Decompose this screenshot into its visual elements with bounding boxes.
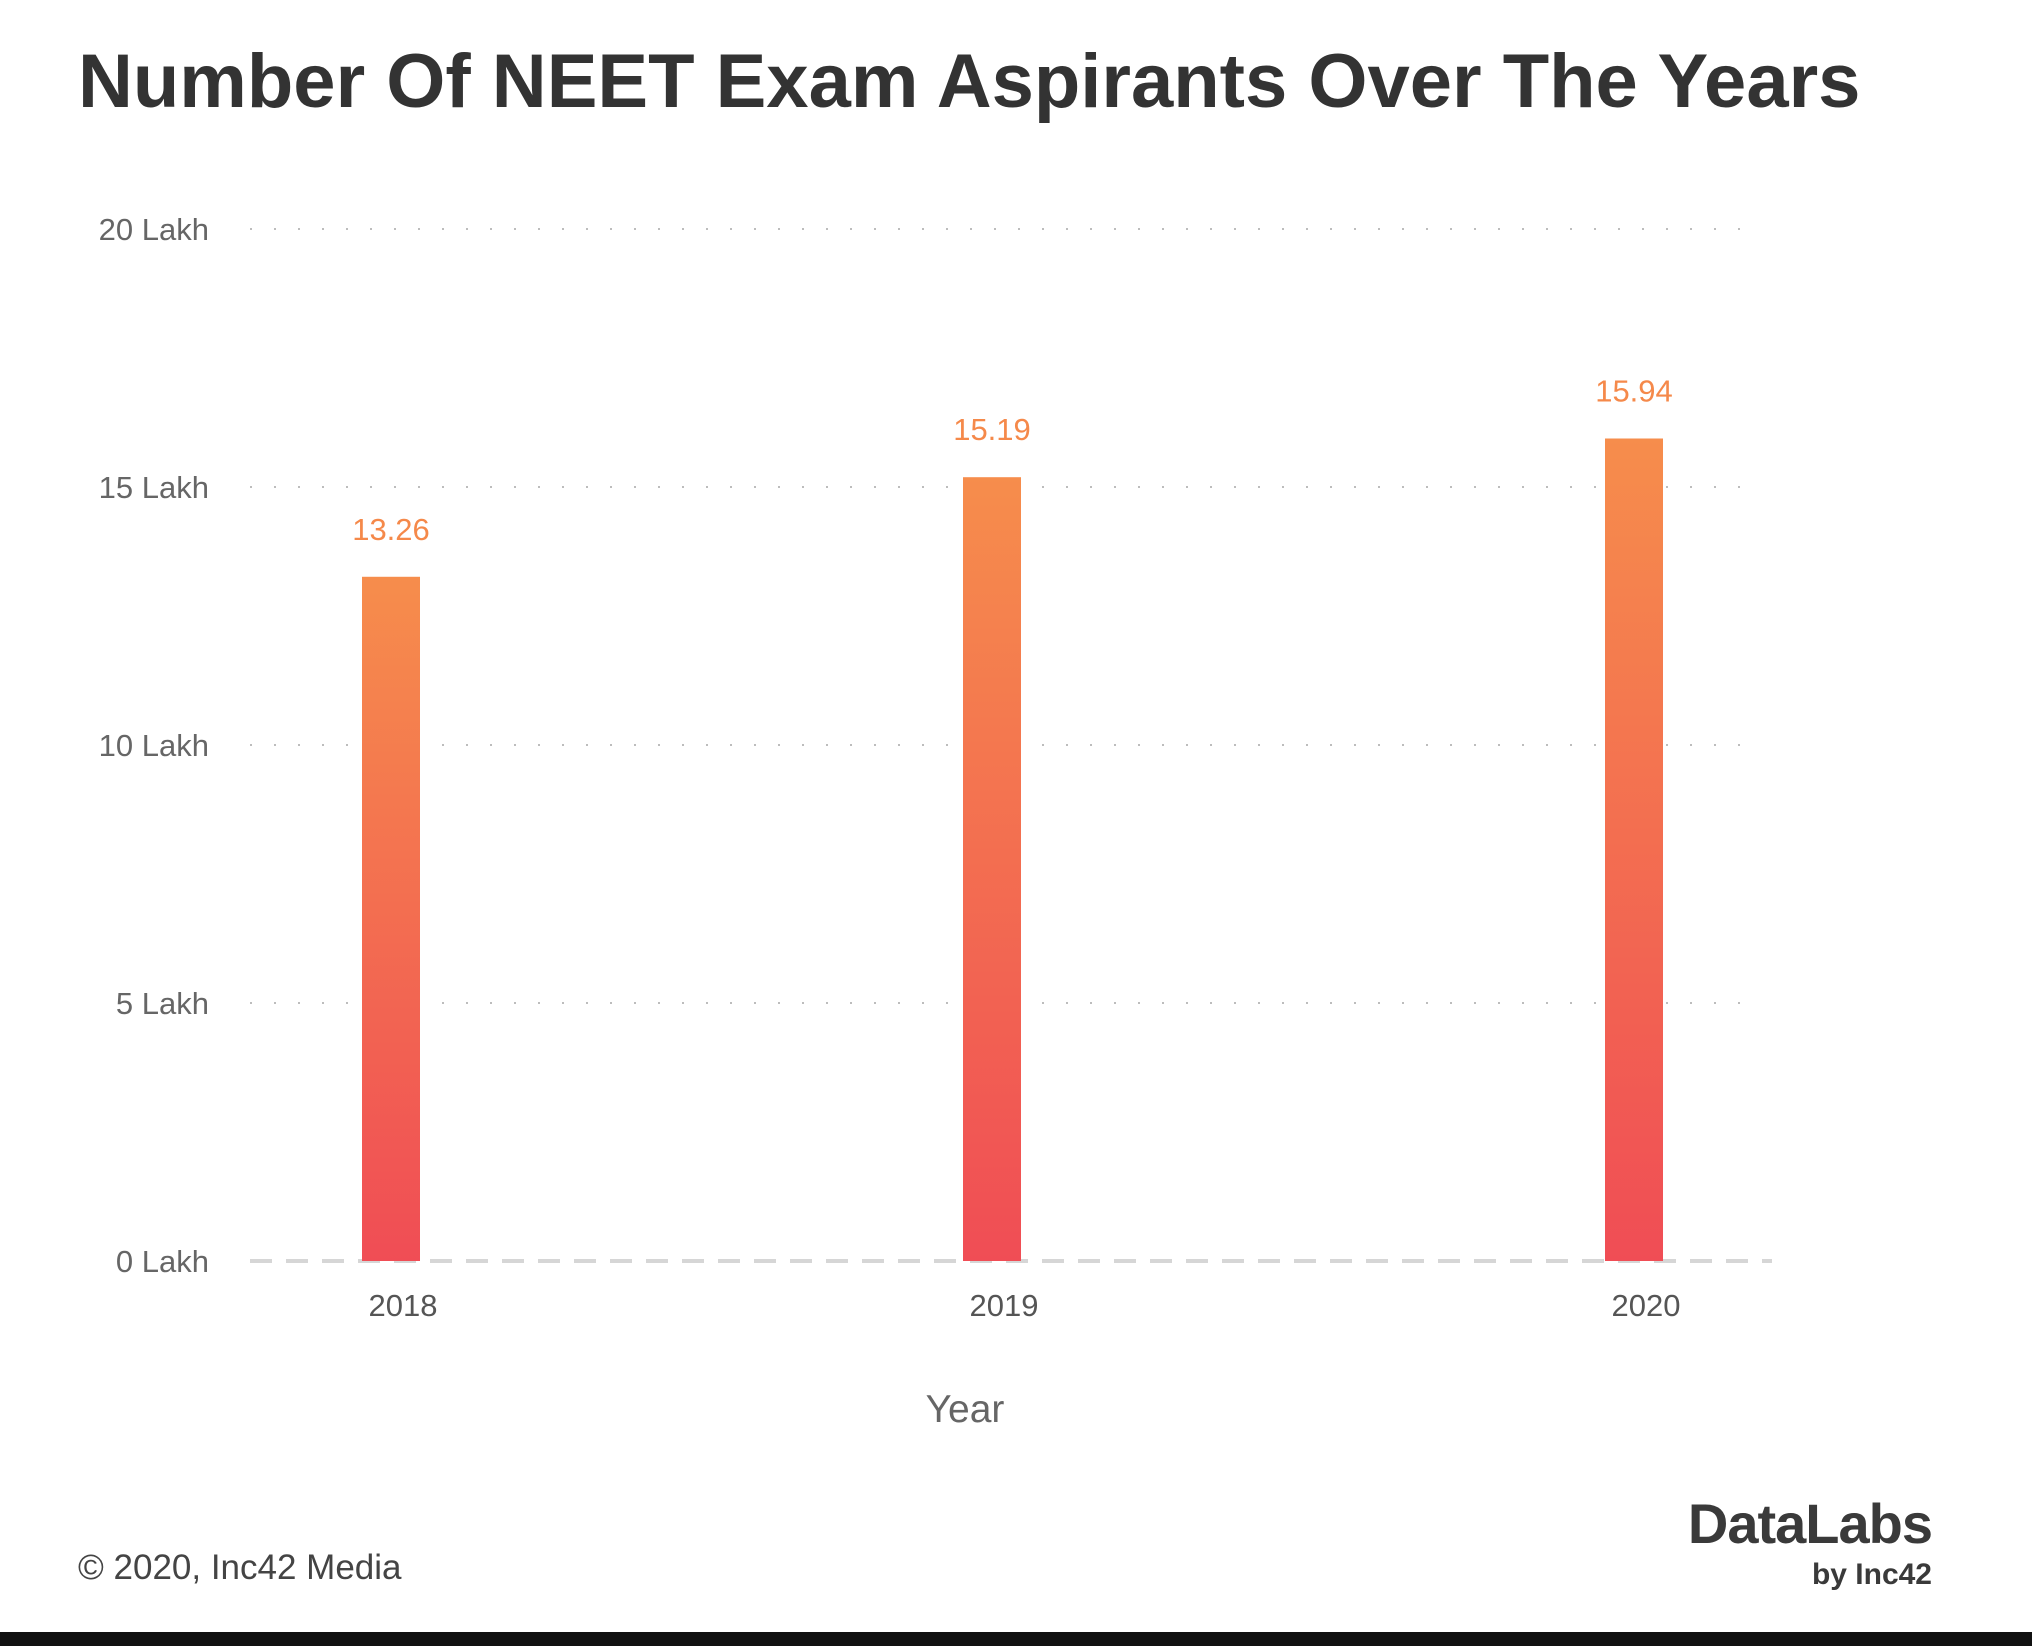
x-tick-label: 2019: [970, 1288, 1039, 1323]
data-labels: 13.26 15.19 15.94: [352, 373, 1673, 546]
y-tick-label: 5 Lakh: [116, 986, 209, 1021]
y-tick-label: 10 Lakh: [99, 728, 209, 763]
y-axis-ticks: 0 Lakh 5 Lakh 10 Lakh 15 Lakh 20 Lakh: [99, 212, 209, 1279]
y-tick-label: 20 Lakh: [99, 212, 209, 247]
brand-name: DataLabs: [1687, 1492, 1933, 1555]
y-tick-label: 0 Lakh: [116, 1244, 209, 1279]
brand-tagline: by Inc42: [1811, 1558, 1932, 1591]
x-tick-label: 2020: [1612, 1288, 1681, 1323]
y-tick-label: 15 Lakh: [99, 470, 209, 505]
x-tick-label: 2018: [369, 1288, 438, 1323]
data-label: 15.94: [1595, 373, 1673, 408]
bar: [1605, 438, 1663, 1262]
bar: [362, 576, 420, 1261]
data-label: 15.19: [953, 412, 1031, 447]
bottom-border: [0, 1632, 2032, 1646]
x-axis-ticks: 2018 2019 2020: [369, 1288, 1681, 1323]
bars: [362, 438, 1663, 1262]
bar: [963, 477, 1021, 1261]
brand-logo: DataLabs by Inc42: [1687, 1492, 1933, 1592]
data-label: 13.26: [352, 512, 430, 547]
copyright-text: © 2020, Inc42 Media: [78, 1548, 402, 1587]
chart-title: Number Of NEET Exam Aspirants Over The Y…: [78, 39, 1861, 124]
x-axis-label: Year: [926, 1388, 1005, 1431]
